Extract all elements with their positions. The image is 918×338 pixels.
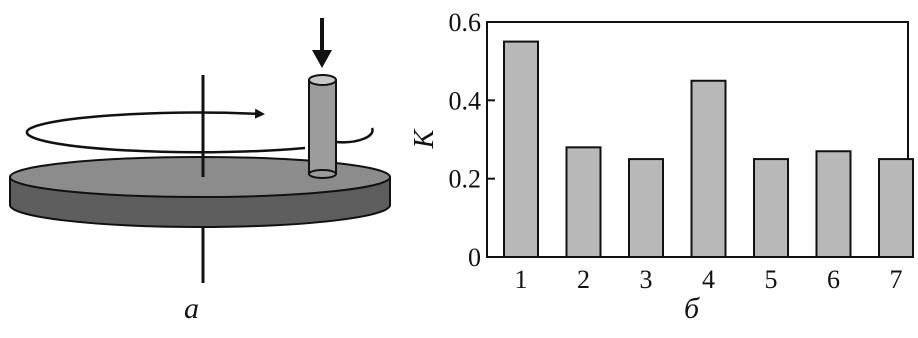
bar-5 bbox=[753, 158, 789, 258]
x-tick-label: 7 bbox=[890, 265, 903, 294]
bar-6 bbox=[815, 150, 852, 258]
pin-top bbox=[308, 74, 337, 86]
pin-bottom bbox=[308, 169, 337, 179]
panel-caption-a: а bbox=[184, 292, 199, 325]
bar-chart: 0 0.2 0.4 0.6 1 2 3 4 5 6 7 K bbox=[409, 8, 914, 294]
bar-3 bbox=[628, 158, 664, 258]
load-arrow-head bbox=[312, 50, 332, 68]
rotation-orbit-back bbox=[27, 108, 265, 131]
x-tick-label: 5 bbox=[765, 265, 778, 294]
x-tick-label: 1 bbox=[515, 265, 528, 294]
panel-caption-b: б bbox=[684, 292, 700, 325]
y-axis-label: K bbox=[409, 128, 440, 149]
bar-1 bbox=[503, 40, 539, 259]
y-tick-label: 0.4 bbox=[449, 86, 482, 115]
x-tick-label: 4 bbox=[702, 265, 715, 294]
bar-2 bbox=[565, 146, 602, 258]
y-tick-label: 0 bbox=[468, 243, 481, 272]
rotation-orbit-front bbox=[25, 129, 306, 154]
bar-7 bbox=[878, 158, 914, 258]
x-tick-label: 3 bbox=[640, 265, 653, 294]
x-tick-label: 6 bbox=[827, 265, 840, 294]
bar-4 bbox=[690, 79, 727, 258]
pin-body bbox=[308, 79, 337, 175]
y-tick-label: 0.2 bbox=[449, 165, 482, 194]
y-tick-label: 0.6 bbox=[449, 8, 482, 37]
rotation-orbit-right bbox=[335, 127, 374, 144]
pin-on-disk-schematic bbox=[9, 18, 391, 283]
disk-top bbox=[9, 156, 391, 198]
bars bbox=[503, 40, 914, 259]
x-axis-ticks: 1 2 3 4 5 6 7 bbox=[515, 265, 903, 294]
y-axis-ticks: 0 0.2 0.4 0.6 bbox=[449, 8, 495, 272]
x-tick-label: 2 bbox=[577, 265, 590, 294]
